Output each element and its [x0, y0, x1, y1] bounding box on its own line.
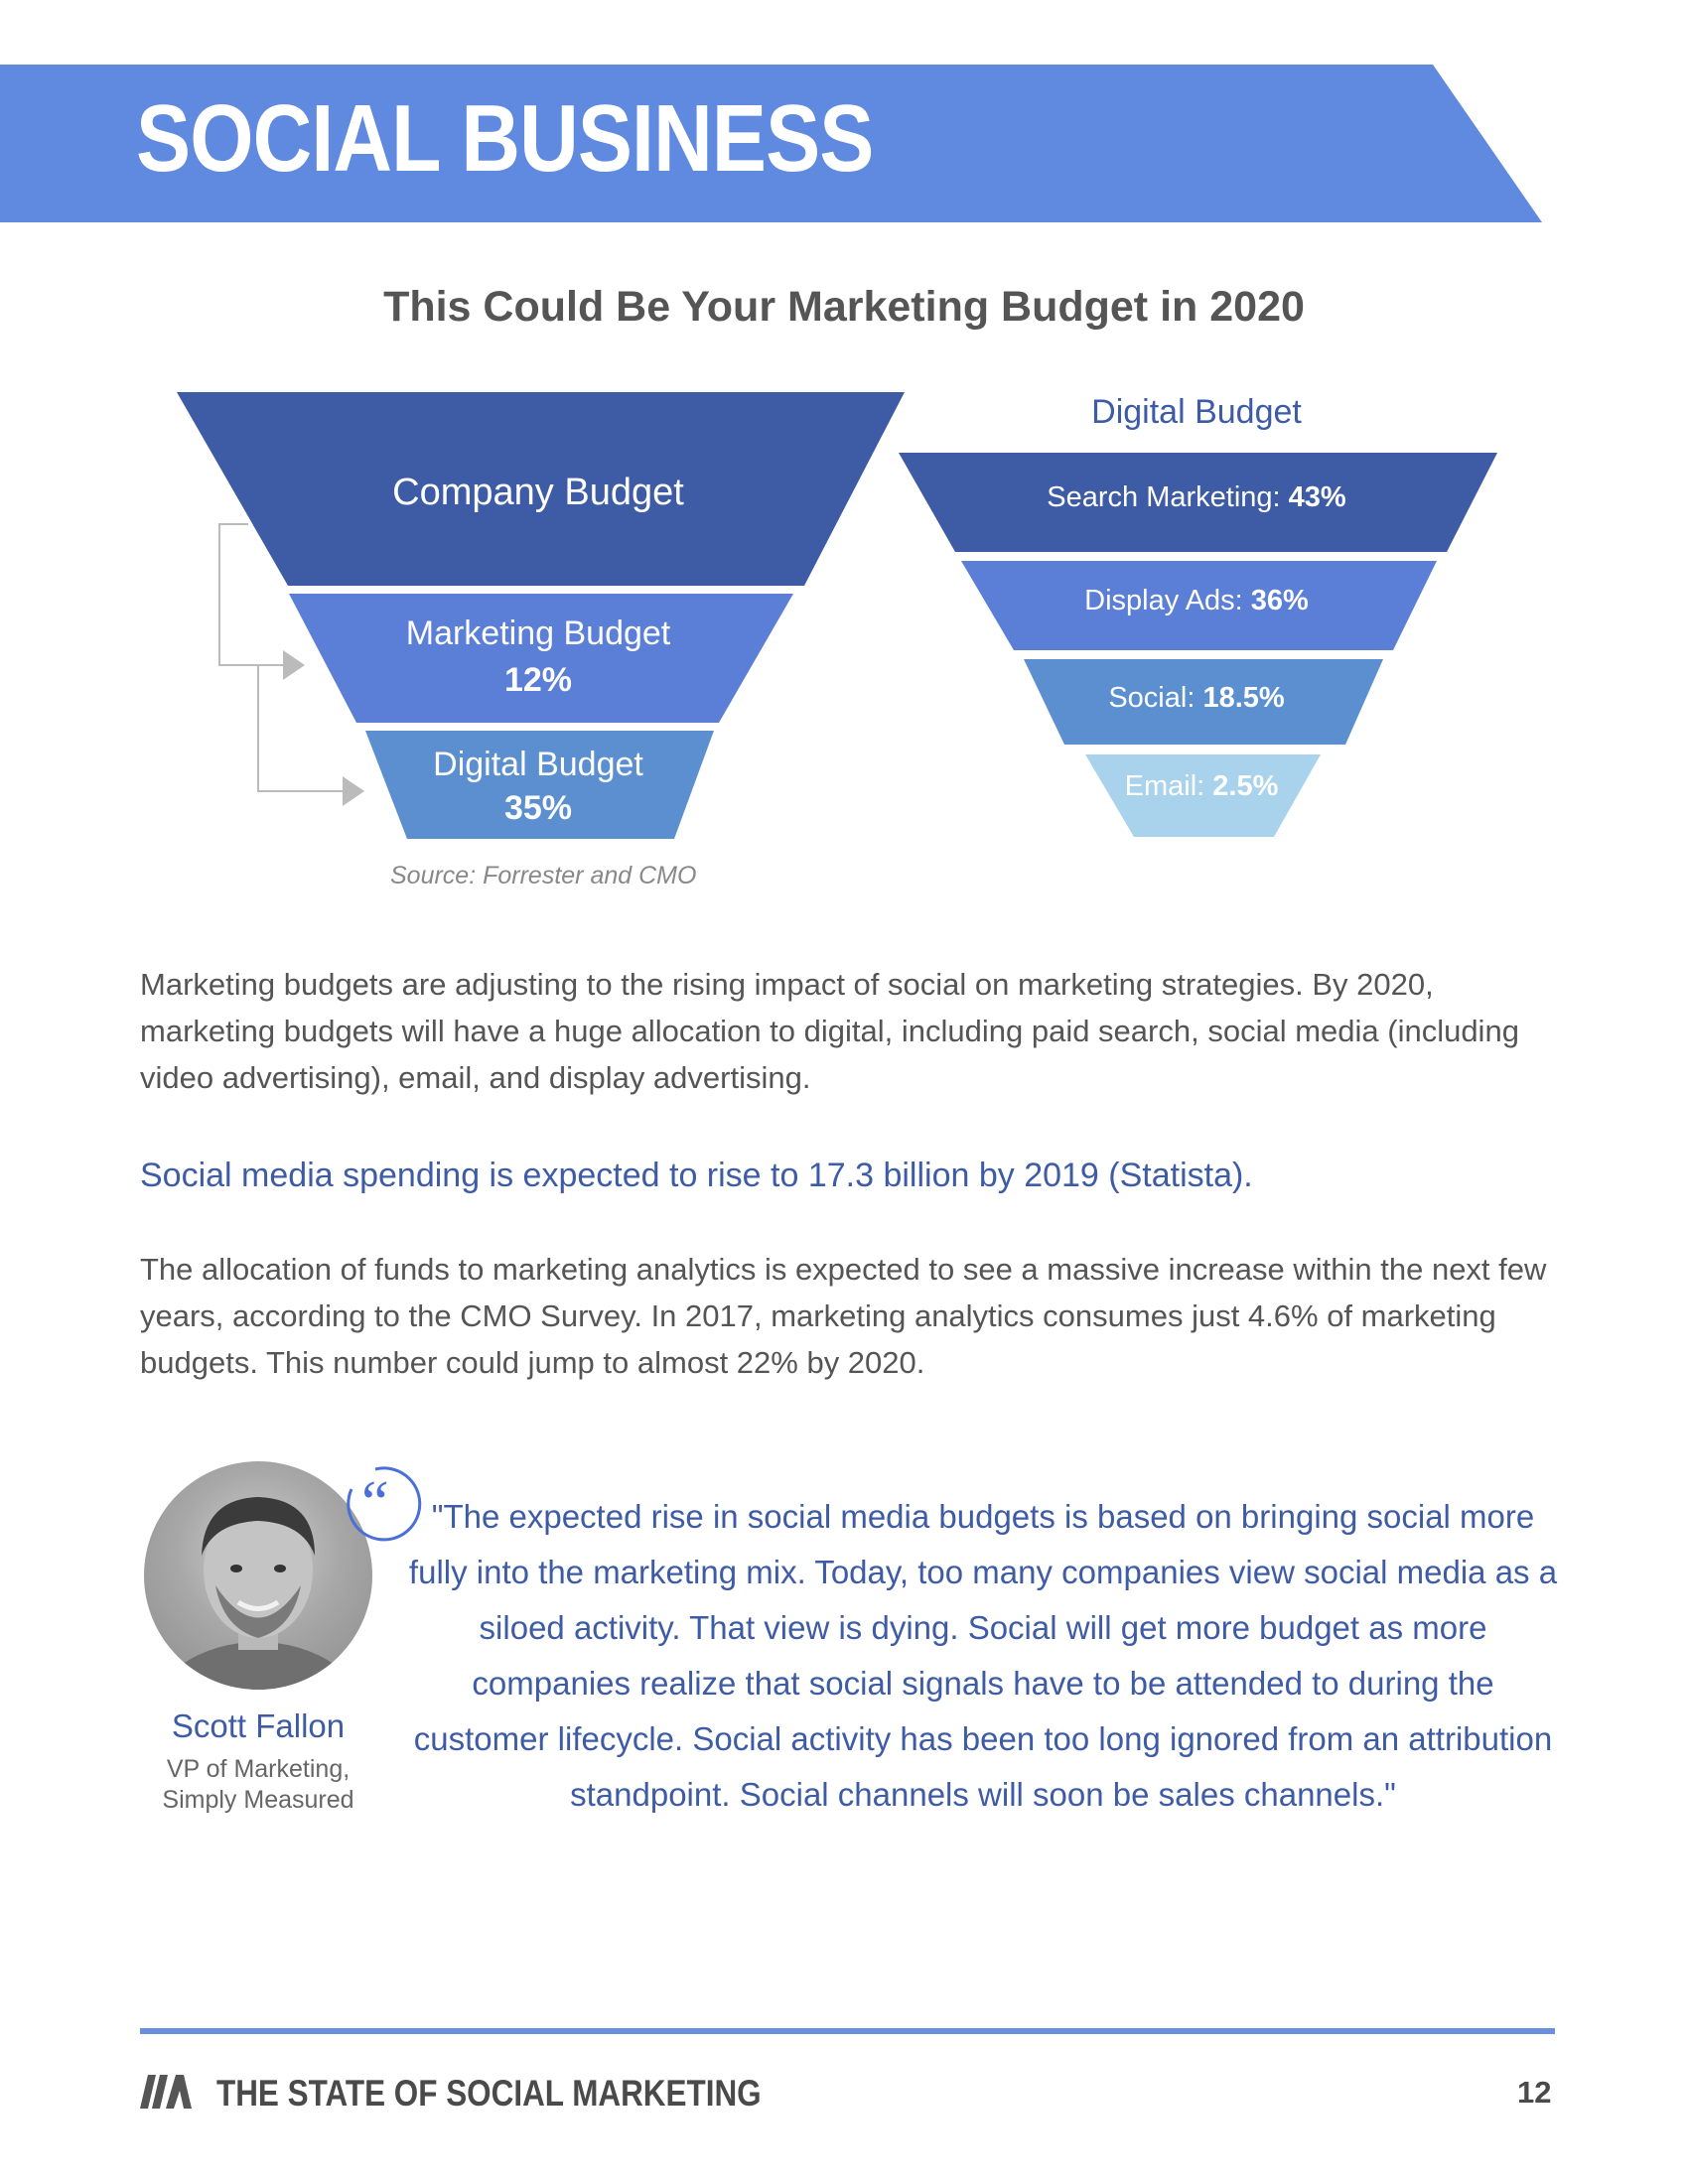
email-value: 2.5% — [1212, 770, 1279, 802]
social-label: Social: 18.5% — [948, 680, 1445, 718]
email-text: Email: — [1124, 770, 1205, 802]
search-marketing-value: 43% — [1288, 481, 1346, 513]
display-ads-value: 36% — [1250, 585, 1309, 616]
email-label: Email: 2.5% — [1028, 768, 1375, 806]
social-value: 18.5% — [1202, 682, 1285, 714]
social-text: Social: — [1108, 682, 1196, 714]
connector-lines — [218, 523, 343, 792]
digital-budget-segment — [365, 731, 714, 839]
connector-arrow-2 — [343, 776, 364, 806]
email-segment — [1085, 754, 1321, 837]
company-budget-label: Company Budget — [392, 472, 684, 513]
chart-title: This Could Be Your Marketing Budget in 2… — [383, 283, 1305, 331]
page-number: 12 — [1517, 2075, 1552, 2110]
svg-text:“: “ — [355, 1469, 389, 1537]
person-role: VP of Marketing, Simply Measured — [134, 1754, 382, 1816]
display-ads-text: Display Ads: — [1084, 585, 1243, 616]
digital-budget-title: Digital Budget — [1091, 393, 1302, 431]
marketing-budget-label: Marketing Budget — [405, 614, 671, 652]
footer-divider — [140, 2028, 1555, 2034]
footer-title: THE STATE OF SOCIAL MARKETING — [216, 2073, 762, 2114]
search-marketing-segment — [899, 453, 1497, 552]
person-photo-placeholder — [158, 1497, 358, 1690]
person-company: Simply Measured — [162, 1786, 354, 1814]
paragraph-intro: Marketing budgets are adjusting to the r… — [140, 967, 1519, 1095]
company-budget-segment — [177, 392, 905, 586]
budget-funnels: Company Budget Marketing Budget 12% Digi… — [0, 377, 1688, 933]
quote-icon: “ — [347, 1466, 422, 1542]
social-segment — [1024, 659, 1383, 745]
brand-logo-icon — [140, 2075, 192, 2109]
digital-budget-value: 35% — [503, 789, 573, 827]
page-section-title: SOCIAL BUSINESS — [136, 85, 874, 192]
funnel-graphics — [177, 392, 1497, 839]
marketing-budget-value: 12% — [503, 661, 573, 699]
header-banner: SOCIAL BUSINESS — [0, 0, 1688, 238]
search-marketing-text: Search Marketing: — [1047, 481, 1281, 513]
digital-budget-label: Digital Budget — [433, 746, 643, 783]
testimonial-quote: "The expected rise in social media budge… — [408, 1498, 1558, 1813]
display-ads-segment — [961, 561, 1437, 650]
banner-shape — [0, 65, 1542, 222]
person-title: VP of Marketing, — [166, 1755, 351, 1783]
person-name: Scott Fallon — [171, 1707, 346, 1744]
search-marketing-label: Search Marketing: 43% — [948, 479, 1445, 517]
display-ads-label: Display Ads: 36% — [948, 583, 1445, 620]
chart-source: Source: Forrester and CMO — [390, 862, 697, 889]
marketing-budget-segment — [289, 594, 793, 723]
paragraph-analytics: The allocation of funds to marketing ana… — [140, 1252, 1547, 1380]
connector-arrow-1 — [283, 650, 305, 680]
highlight-statement: Social media spending is expected to ris… — [140, 1157, 1253, 1194]
avatar — [144, 1461, 372, 1690]
